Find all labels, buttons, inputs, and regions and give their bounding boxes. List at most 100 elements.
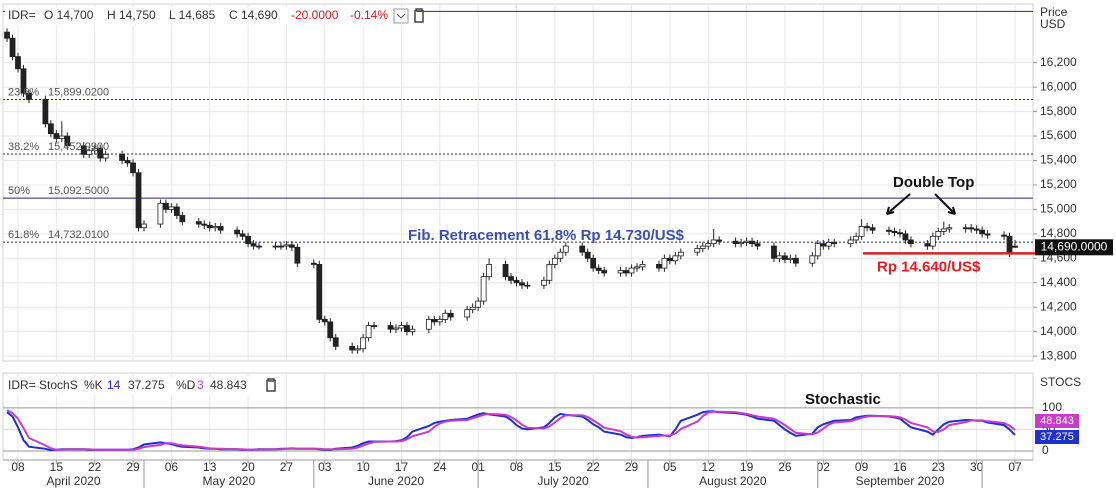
month-label: June 2020 <box>368 474 424 488</box>
candle-body <box>732 240 739 245</box>
x-tick-label: 10 <box>356 460 370 474</box>
change: -20.0000 <box>291 8 339 22</box>
candle-body <box>666 257 673 262</box>
candle-body <box>908 239 914 245</box>
y-tick-label: 13,800 <box>1040 348 1077 362</box>
candle-body <box>864 226 870 229</box>
y-axis-title: Price <box>1040 5 1068 19</box>
candle-body <box>173 206 180 216</box>
candle-body <box>9 37 16 57</box>
candle-body <box>288 244 295 248</box>
double-top-arrows <box>886 193 956 215</box>
x-tick-label: 12 <box>702 460 716 474</box>
candle-body <box>387 325 394 330</box>
candle-body <box>135 172 142 229</box>
candle-body <box>897 232 903 235</box>
candle-body <box>256 245 262 248</box>
x-tick-label: 16 <box>893 460 907 474</box>
candle-body <box>628 267 635 274</box>
x-tick-label: 26 <box>778 460 792 474</box>
y-tick-label: 14,000 <box>1040 324 1077 338</box>
y-tick-label: 15,000 <box>1040 202 1077 216</box>
y-tick-label: 14,400 <box>1040 275 1077 289</box>
candle-body <box>91 147 98 152</box>
candle-body <box>469 306 476 311</box>
delete-icon[interactable] <box>414 8 424 23</box>
candle-body <box>250 243 257 247</box>
candle-body <box>332 337 339 347</box>
candle-body <box>962 227 969 230</box>
x-tick-label: 22 <box>587 460 601 474</box>
candle-body <box>557 251 564 259</box>
y-tick-label: 15,800 <box>1040 104 1077 118</box>
x-tick-label: 15 <box>548 460 562 474</box>
candle-body <box>973 228 980 231</box>
d-period: 3 <box>197 378 204 392</box>
candle-body <box>699 245 706 249</box>
candle-body <box>436 319 443 323</box>
candle-body <box>371 325 377 327</box>
candle-body <box>562 245 569 253</box>
y-tick-label: 14,200 <box>1040 299 1077 313</box>
candle-body <box>524 284 531 287</box>
candle-body <box>168 206 175 210</box>
candle-body <box>984 233 991 236</box>
candle-body <box>157 202 164 225</box>
stoch-tick-label: 0 <box>1042 443 1049 457</box>
candle-body <box>584 251 591 259</box>
x-tick-label: 29 <box>625 460 639 474</box>
candle-body <box>809 255 816 264</box>
d-value: 48.843 <box>210 378 247 392</box>
x-tick-label: 09 <box>855 460 869 474</box>
candle-body <box>710 239 717 245</box>
candle-body <box>321 319 328 323</box>
candle-body <box>886 229 892 232</box>
candle-body <box>782 255 788 260</box>
fib-price-label: 14,732.0100 <box>48 229 109 241</box>
candle-body <box>464 309 471 318</box>
candle-body <box>217 226 224 231</box>
candle-body <box>749 240 755 245</box>
candle-body <box>617 270 624 274</box>
dropdown-icon <box>396 13 406 19</box>
fib-label: 61.8% <box>8 229 39 241</box>
x-tick-label: 06 <box>165 460 179 474</box>
candle-body <box>245 235 251 245</box>
x-tick-label: 08 <box>11 460 25 474</box>
x-tick-label: 07 <box>1008 460 1022 474</box>
support-label: Rp 14.640/US$ <box>877 258 981 275</box>
x-tick-label: 03 <box>318 460 332 474</box>
y-axis-unit: USD <box>1040 17 1066 31</box>
x-tick-label: 22 <box>88 460 102 474</box>
fib-label: 38.2% <box>8 141 39 153</box>
fib-price-label: 15,092.5000 <box>48 185 109 197</box>
candle-body <box>792 257 799 264</box>
candle-body <box>425 319 432 330</box>
dropdown[interactable] <box>393 8 409 24</box>
candle-body <box>502 264 509 278</box>
x-tick-label: 15 <box>50 460 64 474</box>
candle-body <box>316 264 323 320</box>
candle-body <box>716 239 723 242</box>
double-top-annotation: Double Top <box>893 174 974 191</box>
stoch-delete-icon[interactable] <box>266 378 276 392</box>
candle-body <box>442 312 449 320</box>
d-label: %D <box>176 378 196 392</box>
candle-body <box>102 153 109 159</box>
y-tick-label: 15,200 <box>1040 177 1077 191</box>
candle-body <box>42 98 49 125</box>
month-label: August 2020 <box>699 474 767 488</box>
candle-body <box>979 229 986 235</box>
header-bg <box>5 7 417 25</box>
candle-body <box>623 270 629 274</box>
stoch-last-label: 37.275 <box>1040 431 1074 443</box>
stoch-tick-label: 100 <box>1042 400 1062 414</box>
candle-body <box>508 276 514 281</box>
candle-body <box>579 245 586 253</box>
month-label: July 2020 <box>537 474 589 488</box>
last-price-label: 14,690.0000 <box>1041 239 1108 253</box>
candle-body <box>130 162 136 174</box>
candle-body <box>294 246 301 264</box>
x-tick-label: 13 <box>203 460 217 474</box>
candle-body <box>398 325 405 329</box>
